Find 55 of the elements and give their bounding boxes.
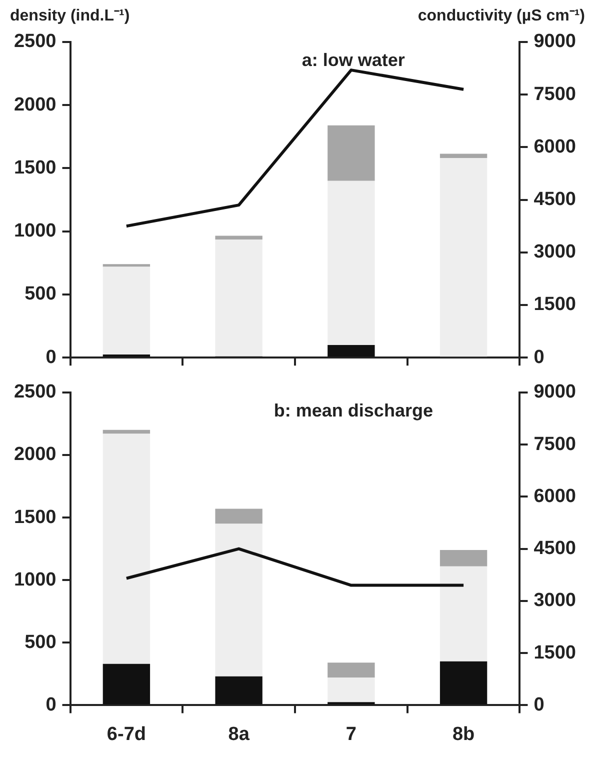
y2-tick-label: 0 — [534, 346, 544, 368]
bar — [102, 264, 150, 267]
bar — [215, 676, 262, 704]
y2-tick-label: 1500 — [534, 294, 576, 316]
y2-tick-label: 3000 — [534, 590, 576, 612]
y-tick-label: 0 — [46, 694, 56, 716]
bar — [215, 240, 262, 356]
x-tick-label: 7 — [346, 724, 356, 745]
y2-tick-label: 7500 — [534, 84, 576, 105]
bar — [440, 154, 488, 158]
y2-tick-label: 4500 — [534, 189, 576, 210]
y2-tick-label: 0 — [534, 694, 544, 716]
y-tick-label: 2500 — [14, 382, 56, 403]
y2-tick-label: 7500 — [534, 434, 576, 455]
bar — [440, 566, 488, 662]
y-tick-label: 500 — [24, 284, 56, 305]
bar — [102, 266, 150, 354]
x-tick-label: 8a — [228, 724, 250, 745]
y2-tick-label: 4500 — [534, 538, 576, 560]
y2-tick-label: 9000 — [534, 382, 576, 403]
y2-tick-label: 3000 — [534, 242, 576, 263]
y-tick-label: 500 — [24, 632, 56, 653]
bar — [215, 236, 262, 240]
y2-tick-label: 6000 — [534, 486, 576, 507]
y-tick-label: 2500 — [14, 31, 56, 52]
y2-tick-label: 6000 — [534, 136, 576, 158]
bar — [440, 661, 488, 704]
y-tick-label: 1500 — [14, 157, 56, 178]
y-tick-label: 1000 — [14, 569, 56, 590]
y-tick-label: 1000 — [14, 220, 56, 242]
bar — [102, 354, 150, 357]
bar — [102, 434, 150, 664]
y-tick-label: 2000 — [14, 444, 56, 466]
chart-title: b: mean discharge — [274, 400, 433, 420]
y2-tick-label: 1500 — [534, 642, 576, 664]
y2-tick-label: 9000 — [534, 31, 576, 52]
y-tick-label: 2000 — [14, 94, 56, 116]
text: a: low water — [302, 50, 405, 70]
bar — [328, 125, 375, 181]
bar — [328, 344, 375, 357]
bar — [440, 158, 488, 357]
x-tick-label: 6-7d — [106, 724, 146, 745]
y-tick-label: 0 — [46, 346, 56, 368]
bar — [102, 430, 150, 434]
x-tick-label: 8b — [452, 724, 475, 745]
bar — [328, 180, 375, 345]
bar — [215, 508, 262, 524]
bar — [328, 678, 375, 702]
bar — [215, 524, 262, 676]
bar — [328, 662, 375, 678]
y2-axis-title: conductivity (µS cm⁻¹) — [418, 7, 585, 24]
bar — [440, 550, 488, 566]
y-tick-label: 1500 — [14, 506, 56, 528]
bar — [102, 664, 150, 704]
y-axis-title: density (ind.L⁻¹) — [10, 7, 130, 24]
